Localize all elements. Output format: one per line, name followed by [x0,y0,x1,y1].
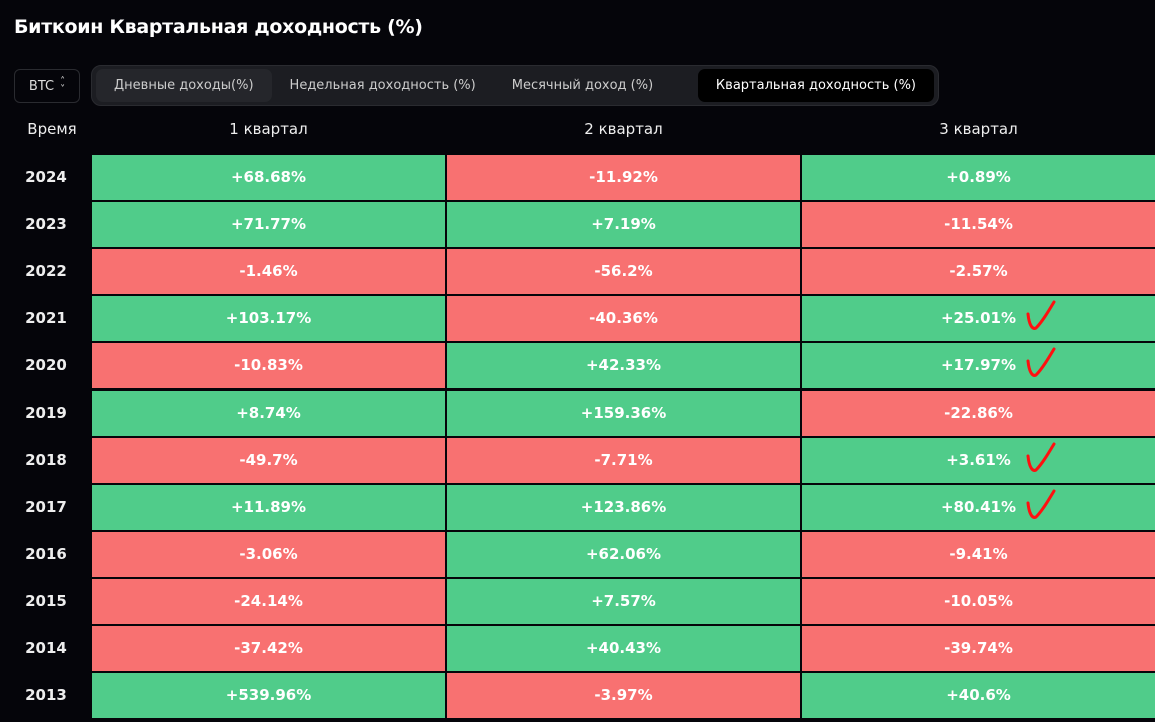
table-row: 2017 +11.89% +123.86% +80.41% [0,484,1155,530]
year-cell: 2018 [25,450,67,469]
return-cell-q3: +3.61% [802,437,1155,483]
return-cell-q2: -56.2% [447,249,800,295]
year-cell: 2017 [25,497,67,516]
hand-drawn-checkmark-icon [1026,489,1056,519]
tab-quarterly[interactable]: Квартальная доходность (%) [697,69,934,102]
return-cell-q1: -1.46% [92,249,445,295]
return-cell-q1: +11.89% [92,484,445,530]
hand-drawn-checkmark-icon [1026,347,1056,378]
tab-daily[interactable]: Дневные доходы(%) [96,69,272,102]
return-cell-q2: +159.36% [447,390,800,436]
return-cell-q1: -3.06% [92,531,445,577]
tab-weekly[interactable]: Недельная доходность (%) [289,78,476,93]
return-cell-q1: -37.42% [92,626,445,671]
return-cell-q1: -10.83% [92,343,445,389]
return-cell-q1: -24.14% [92,578,445,624]
header-time: Время [27,120,77,138]
return-cell-q2: +62.06% [447,531,800,577]
hand-drawn-checkmark-icon [1026,442,1056,472]
year-cell: 2019 [25,403,67,422]
hand-drawn-checkmark-icon [1026,300,1056,331]
return-cell-q3: +0.89% [802,155,1155,200]
table-row: 2024 +68.68% -11.92% +0.89% [0,155,1155,200]
period-tabs: Дневные доходы(%) Недельная доходность (… [91,65,939,106]
table-row: 2021 +103.17% -40.36% +25.01% [0,296,1155,342]
return-cell-q2: -11.92% [447,155,800,200]
asset-select-value: BTC [28,78,55,94]
return-cell-q2: -7.71% [447,437,800,483]
return-cell-q1: +103.17% [92,296,445,342]
year-cell: 2024 [25,168,67,186]
table-row: 2013 +539.96% -3.97% +40.6% [0,673,1155,719]
year-cell: 2021 [25,309,67,328]
return-cell-q2: -40.36% [447,296,800,342]
year-cell: 2023 [25,215,67,234]
page-title: Биткоин Квартальная доходность (%) [14,16,423,38]
return-cell-q3: -11.54% [802,202,1155,248]
updown-chevron-icon: ˄ ˅ [60,76,66,95]
header-q2: 2 квартал [584,120,663,138]
return-cell-q2: +7.19% [447,202,800,248]
table-row: 2020 -10.83% +42.33% +17.97% [0,343,1155,389]
table-row: 2023 +71.77% +7.19% -11.54% [0,202,1155,248]
year-cell: 2020 [25,356,67,375]
return-cell-q3: -9.41% [802,531,1155,577]
table-row: 2016 -3.06% +62.06% -9.41% [0,531,1155,577]
return-cell-q3: -10.05% [802,578,1155,624]
header-q3: 3 квартал [939,120,1018,138]
return-cell-q2: +7.57% [447,578,800,624]
return-cell-q1: +8.74% [92,390,445,436]
asset-select[interactable]: BTC ˄ ˅ [14,69,80,103]
return-cell-q2: -3.97% [447,673,800,719]
return-cell-q3: -2.57% [802,249,1155,295]
table-row: 2014 -37.42% +40.43% -39.74% [0,626,1155,671]
return-cell-q1: +539.96% [92,673,445,719]
tab-monthly[interactable]: Месячный доход (%) [511,78,654,93]
year-cell: 2016 [25,544,67,563]
return-cell-q1: +71.77% [92,202,445,248]
return-cell-q2: +123.86% [447,484,800,530]
return-cell-q3: +80.41% [802,484,1155,530]
return-cell-q2: +40.43% [447,626,800,671]
return-cell-q1: -49.7% [92,437,445,483]
year-cell: 2015 [25,591,67,610]
header-q1: 1 квартал [229,120,308,138]
return-cell-q3: +40.6% [802,673,1155,719]
year-cell: 2014 [25,639,67,657]
table-row: 2018 -49.7% -7.71% +3.61% [0,437,1155,483]
year-cell: 2022 [25,262,67,281]
return-cell-q3: -22.86% [802,390,1155,436]
return-cell-q3: +25.01% [802,296,1155,342]
return-cell-q3: -39.74% [802,626,1155,671]
table-row: 2022 -1.46% -56.2% -2.57% [0,249,1155,295]
year-cell: 2013 [25,686,67,705]
return-cell-q1: +68.68% [92,155,445,200]
return-cell-q3: +17.97% [802,343,1155,389]
return-cell-q2: +42.33% [447,343,800,389]
table-row: 2019 +8.74% +159.36% -22.86% [0,390,1155,436]
table-row: 2015 -24.14% +7.57% -10.05% [0,578,1155,624]
